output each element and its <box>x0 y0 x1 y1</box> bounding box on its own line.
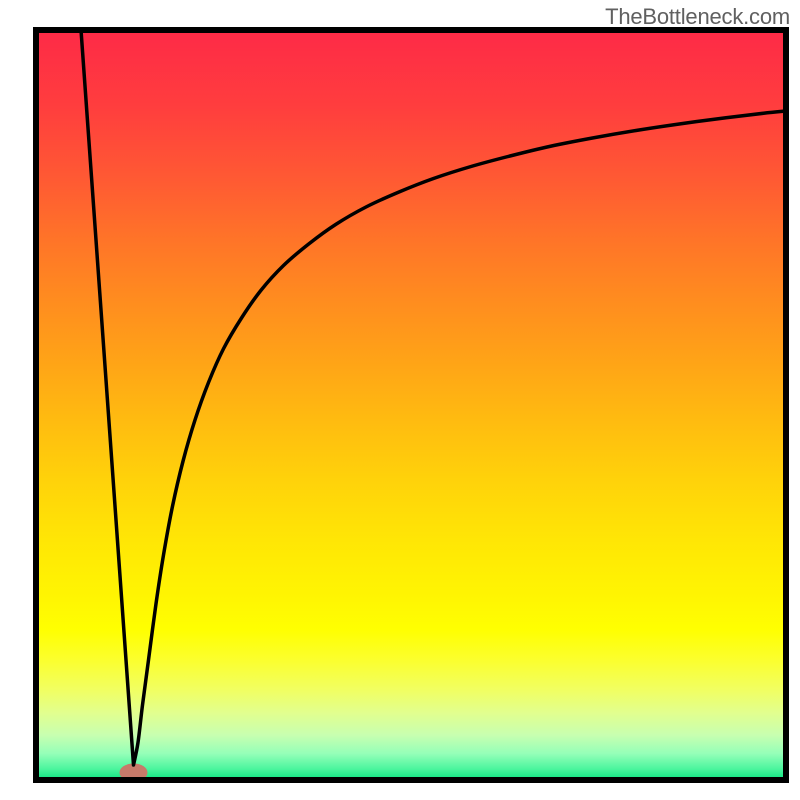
watermark-text: TheBottleneck.com <box>605 4 790 30</box>
chart-container: TheBottleneck.com <box>0 0 800 800</box>
bottleneck-chart <box>0 0 800 800</box>
